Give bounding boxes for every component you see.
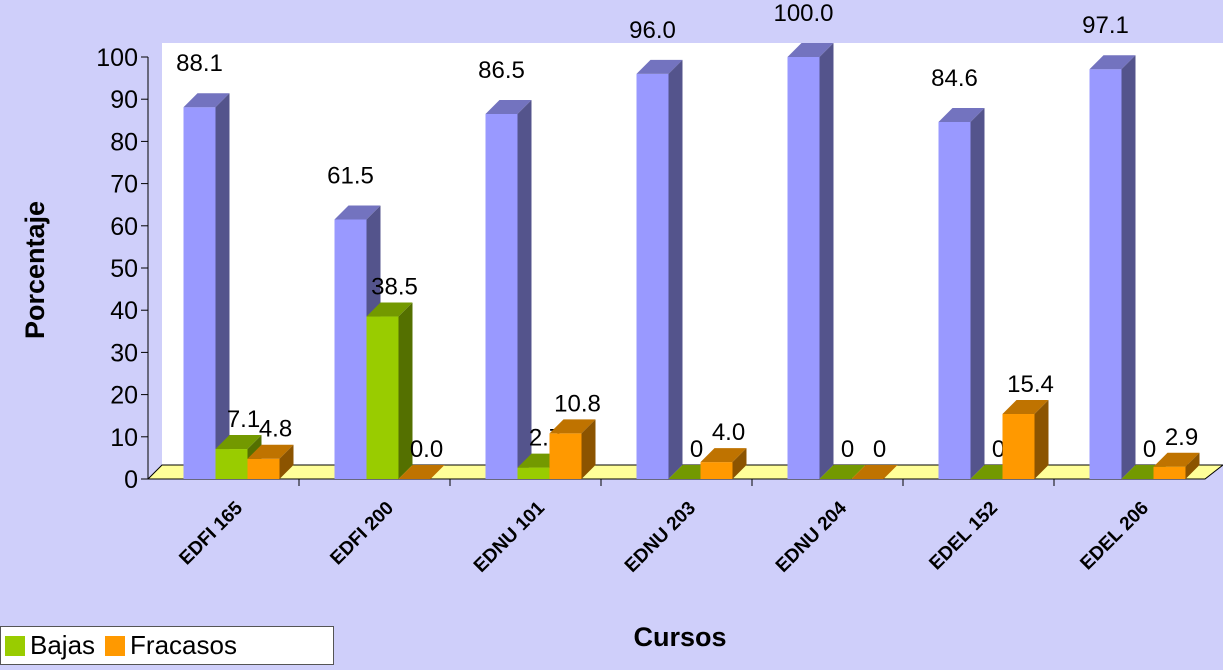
legend-label-bajas: Bajas (30, 630, 95, 661)
bar (701, 462, 733, 479)
data-label: 61.5 (327, 162, 374, 189)
data-label: 0.0 (410, 436, 443, 463)
y-tick-label: 40 (110, 297, 138, 325)
legend-item-fracasos: Fracasos (105, 630, 237, 661)
bar (184, 107, 216, 479)
y-tick-label: 30 (110, 339, 138, 367)
y-tick-label: 20 (110, 382, 138, 410)
bar (1090, 69, 1122, 479)
y-tick-label: 50 (110, 255, 138, 283)
data-label: 38.5 (371, 274, 418, 301)
data-label: 10.8 (554, 390, 601, 417)
y-tick-label: 60 (110, 213, 138, 241)
bar (1003, 414, 1035, 479)
data-label: 96.0 (629, 17, 676, 44)
plot-wall (162, 43, 1223, 465)
bar (216, 449, 248, 479)
data-label: 0 (690, 436, 703, 463)
legend-label-fracasos: Fracasos (130, 630, 237, 661)
data-label: 88.1 (176, 50, 223, 77)
y-tick-label: 0 (124, 466, 138, 494)
bar-side (971, 108, 985, 479)
bar-side (1122, 55, 1136, 479)
bar (518, 468, 550, 479)
data-label: 0 (841, 436, 854, 463)
data-label: 100.0 (773, 0, 833, 27)
bar-side (820, 43, 834, 479)
data-label: 2.9 (1165, 424, 1198, 451)
bar-side (518, 100, 532, 479)
data-label: 4.0 (712, 419, 745, 446)
data-label: 97.1 (1082, 12, 1129, 39)
x-tick-label: EDNU 101 (470, 497, 549, 576)
legend-item-bajas: Bajas (5, 630, 95, 661)
data-label: 86.5 (478, 57, 525, 84)
bar (367, 317, 399, 479)
bar (335, 219, 367, 479)
y-tick-label: 80 (110, 128, 138, 156)
legend: Bajas Fracasos (0, 626, 334, 665)
data-label: 7.1 (227, 406, 260, 433)
x-tick-label: EDNU 204 (772, 497, 851, 576)
bar (637, 74, 669, 479)
data-label: 15.4 (1007, 371, 1054, 398)
x-tick-label: EDEL 152 (925, 498, 1002, 575)
bar (550, 433, 582, 479)
y-tick-label: 70 (110, 171, 138, 199)
x-tick-label: EDFI 200 (326, 498, 398, 570)
y-tick-label: 10 (110, 424, 138, 452)
x-tick-label: EDFI 165 (175, 497, 247, 569)
bar (248, 459, 280, 479)
x-tick-label: EDEL 206 (1076, 498, 1153, 575)
bar-side (669, 60, 683, 479)
data-label: 84.6 (931, 65, 978, 92)
bar (486, 114, 518, 479)
y-tick-label: 100 (96, 44, 138, 72)
bar (939, 122, 971, 479)
bar (1154, 467, 1186, 479)
x-axis-title: Cursos (633, 622, 726, 652)
x-tick-label: EDNU 203 (621, 498, 700, 577)
y-axis-title: Porcentaje (20, 201, 50, 339)
y-tick-label: 90 (110, 86, 138, 114)
data-label: 0 (1143, 436, 1156, 463)
legend-swatch-bajas (5, 636, 25, 656)
legend-swatch-fracasos (105, 636, 125, 656)
bar (788, 57, 820, 479)
data-label: 4.8 (259, 416, 292, 443)
data-label: 0 (873, 436, 886, 463)
